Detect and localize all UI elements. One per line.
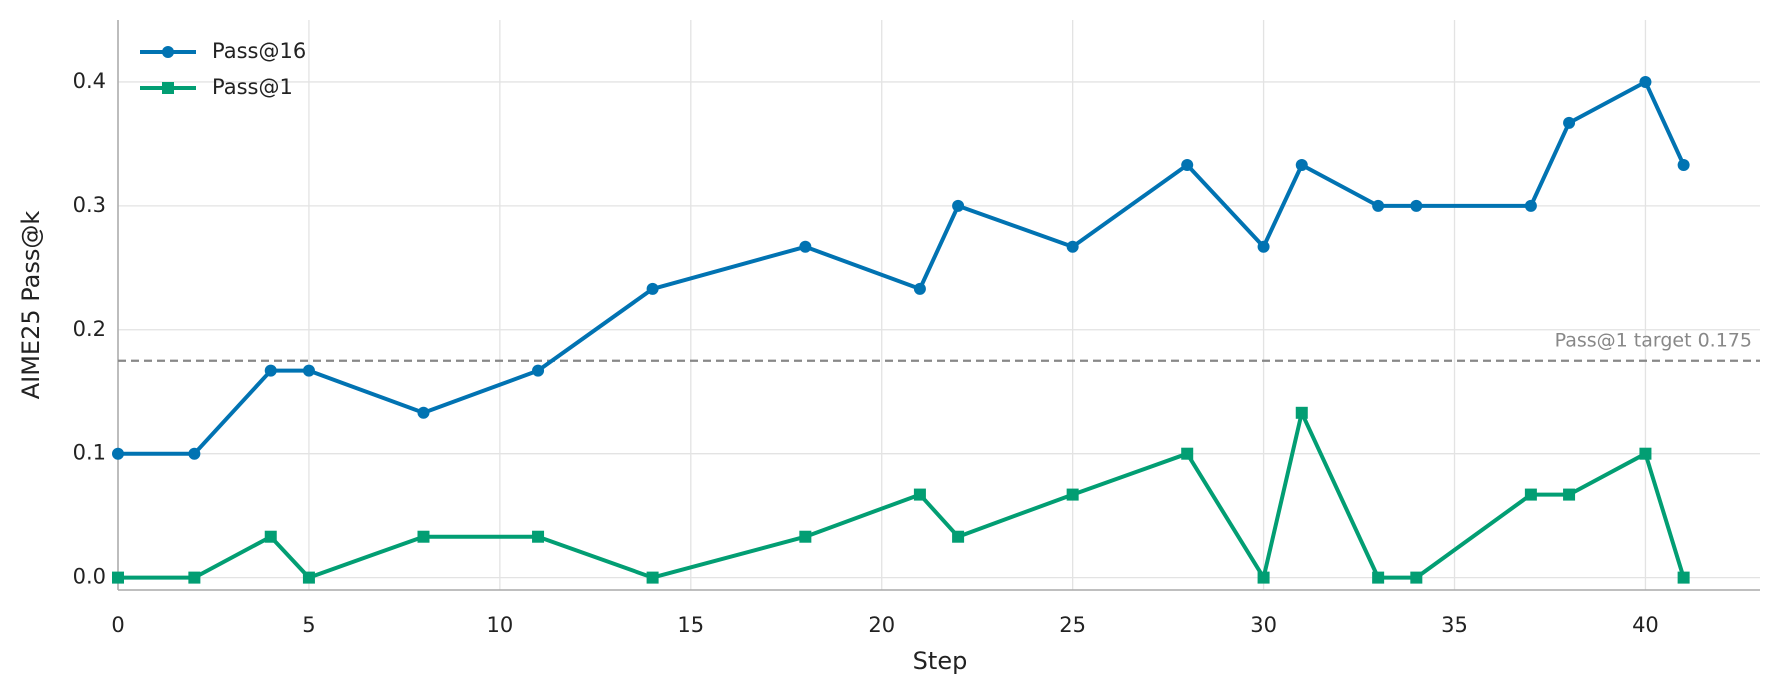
- y-tick-label: 0.1: [73, 441, 106, 465]
- marker: [188, 447, 201, 460]
- marker: [162, 46, 174, 58]
- y-axis-label: AIME25 Pass@k: [17, 211, 45, 400]
- marker: [1410, 199, 1423, 212]
- marker: [1524, 199, 1537, 212]
- x-tick-label: 40: [1632, 613, 1659, 637]
- x-tick-label: 5: [302, 613, 315, 637]
- marker: [162, 82, 174, 94]
- series: [112, 406, 1690, 584]
- marker: [264, 530, 277, 543]
- marker: [913, 282, 926, 295]
- marker: [1295, 158, 1308, 171]
- marker: [1639, 75, 1652, 88]
- marker: [302, 571, 315, 584]
- marker: [532, 530, 545, 543]
- series-line: [118, 79, 1686, 456]
- marker: [646, 282, 659, 295]
- y-tick-label: 0.2: [73, 317, 106, 341]
- marker: [1524, 488, 1537, 501]
- marker: [1181, 447, 1194, 460]
- marker: [112, 571, 124, 584]
- marker: [952, 530, 965, 543]
- marker: [1639, 447, 1652, 460]
- marker: [952, 199, 965, 212]
- x-tick-label: 0: [111, 613, 124, 637]
- x-tick-label: 30: [1250, 613, 1277, 637]
- marker: [1372, 571, 1385, 584]
- marker: [532, 364, 545, 377]
- marker: [1066, 240, 1079, 253]
- x-tick-label: 20: [868, 613, 895, 637]
- x-tick-label: 25: [1059, 613, 1086, 637]
- y-tick-label: 0.0: [73, 565, 106, 589]
- reference-label: Pass@1 target 0.175: [1555, 329, 1752, 351]
- legend-label: Pass@1: [212, 75, 293, 99]
- marker: [112, 447, 124, 460]
- marker: [1563, 488, 1576, 501]
- marker: [1677, 571, 1690, 584]
- marker: [799, 240, 812, 253]
- marker: [799, 530, 812, 543]
- marker: [1257, 240, 1270, 253]
- marker: [417, 406, 430, 419]
- marker: [1372, 199, 1385, 212]
- y-tick-label: 0.3: [73, 193, 106, 217]
- marker: [1410, 571, 1423, 584]
- marker: [417, 530, 430, 543]
- series: [112, 75, 1690, 460]
- marker: [188, 571, 201, 584]
- legend-label: Pass@16: [212, 39, 306, 63]
- marker: [1677, 158, 1690, 171]
- grid: [117, 20, 1760, 590]
- marker: [1066, 488, 1079, 501]
- marker: [913, 488, 926, 501]
- x-tick-label: 10: [486, 613, 513, 637]
- marker: [264, 364, 277, 377]
- marker: [302, 364, 315, 377]
- marker: [1563, 116, 1576, 129]
- x-tick-label: 15: [677, 613, 704, 637]
- x-tick-label: 35: [1441, 613, 1468, 637]
- marker: [1257, 571, 1270, 584]
- x-axis-label: Step: [913, 647, 968, 675]
- legend: Pass@16 Pass@1: [140, 39, 306, 99]
- series-line: [118, 410, 1686, 580]
- marker: [1181, 158, 1194, 171]
- y-tick-label: 0.4: [73, 69, 106, 93]
- marker: [1295, 406, 1308, 419]
- marker: [646, 571, 659, 584]
